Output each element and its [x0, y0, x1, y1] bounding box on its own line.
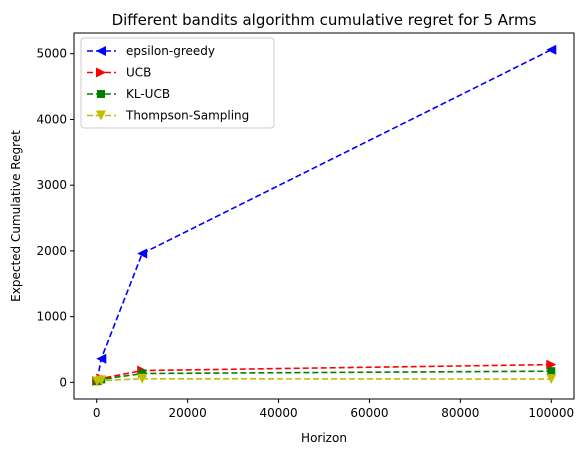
x-tick-label-3: 60000: [350, 406, 388, 420]
point-kl-ucb-2: [138, 369, 147, 378]
legend-label-thompson-sampling: Thompson-Sampling: [125, 109, 249, 123]
legend-marker-thompson-sampling: [96, 110, 106, 121]
y-tick-label-5: 5000: [36, 47, 67, 61]
legend-marker-epsilon-greedy: [96, 46, 106, 56]
y-axis-label: Expected Cumulative Regret: [9, 130, 23, 302]
point-thompson-sampling-1: [96, 375, 107, 386]
series-layer: [92, 44, 557, 387]
legend-label-epsilon-greedy: epsilon-greedy: [126, 44, 215, 58]
y-tick-label-0: 0: [59, 375, 67, 389]
chart-title: Different bandits algorithm cumulative r…: [112, 11, 537, 29]
point-thompson-sampling-2: [137, 373, 148, 384]
legend-marker-ucb: [96, 67, 106, 78]
point-epsilon-greedy-1: [96, 353, 107, 364]
point-epsilon-greedy-2: [137, 248, 148, 259]
point-ucb-3: [546, 359, 557, 370]
point-epsilon-greedy-3: [546, 44, 557, 55]
series-line-epsilon-greedy: [96, 49, 552, 381]
x-axis-label: Horizon: [301, 431, 347, 445]
y-tick-label-1: 1000: [36, 310, 67, 324]
x-tick-label-2: 40000: [259, 406, 297, 420]
y-tick-label-4: 4000: [36, 112, 67, 126]
y-axis: 0 1000 2000 3000 4000 5000: [36, 47, 74, 389]
x-axis: 0 20000 40000 60000 80000 100000: [93, 399, 574, 420]
x-tick-label-0: 0: [93, 406, 101, 420]
x-tick-label-5: 100000: [528, 406, 574, 420]
legend-frame: [80, 37, 275, 129]
point-thompson-sampling-3: [546, 374, 557, 385]
legend-label-kl-ucb: KL-UCB: [126, 87, 170, 101]
legend-marker-kl-ucb: [97, 90, 105, 98]
legend-label-ucb: UCB: [126, 66, 151, 80]
y-tick-label-2: 2000: [36, 244, 67, 258]
legend: epsilon-greedy UCB KL-UCB Thompson-Sampling: [80, 37, 275, 129]
point-kl-ucb-3: [547, 367, 556, 376]
x-tick-label-4: 80000: [441, 406, 479, 420]
y-tick-label-3: 3000: [36, 178, 67, 192]
x-tick-label-1: 20000: [169, 406, 207, 420]
